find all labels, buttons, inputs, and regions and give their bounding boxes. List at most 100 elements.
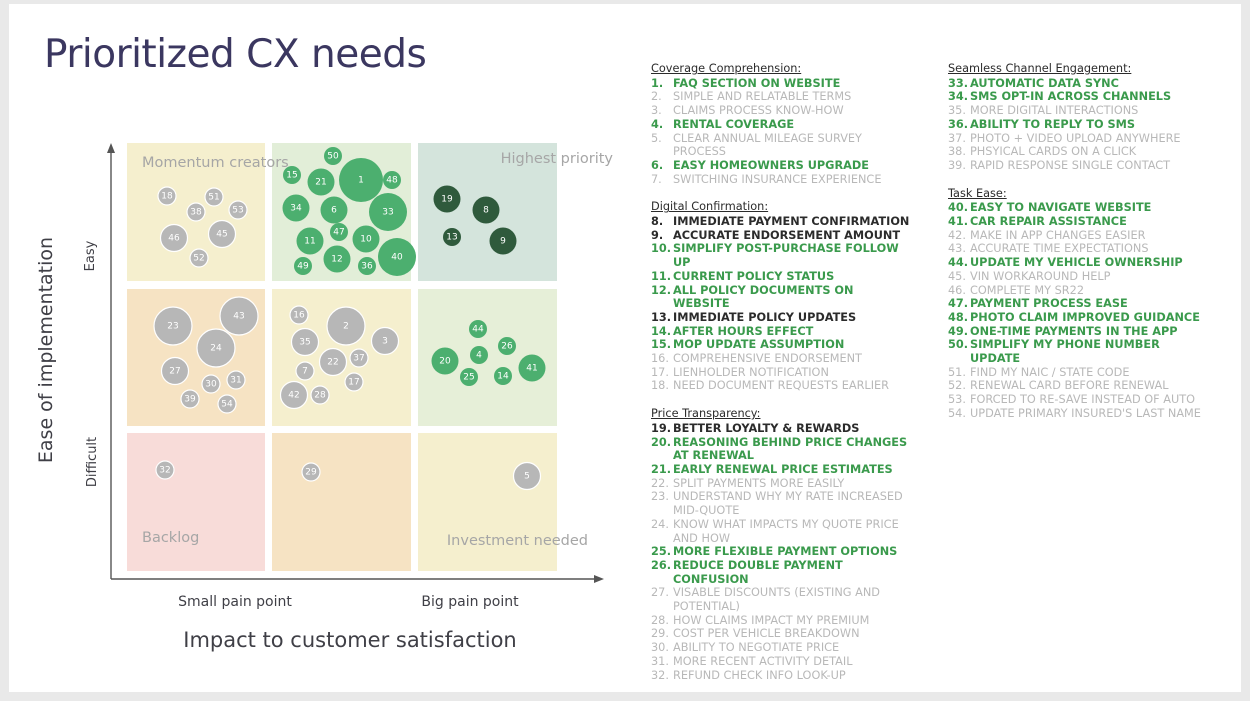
quadrant-label-backlog: Backlog bbox=[142, 530, 199, 546]
need-text: ABILITY TO NEGOTIATE PRICE bbox=[673, 641, 840, 655]
need-item: 17. LIENHOLDER NOTIFICATION bbox=[651, 366, 911, 380]
page-title: Prioritized CX needs bbox=[44, 32, 427, 77]
bubble-circle bbox=[159, 223, 189, 253]
need-text: PHOTO CLAIM IMPROVED GUIDANCE bbox=[970, 310, 1200, 324]
bubble-circle bbox=[207, 219, 237, 249]
bubble-14: 14 bbox=[494, 367, 512, 385]
bubble-label: 23 bbox=[167, 322, 178, 332]
need-item: 50. SIMPLIFY MY PHONE NUMBER UPDATE bbox=[948, 338, 1210, 365]
bubble-circle bbox=[383, 171, 401, 189]
need-number: 22. bbox=[651, 476, 669, 490]
need-item: 13. IMMEDIATE POLICY UPDATES bbox=[651, 311, 911, 325]
x-axis-low-label: Small pain point bbox=[178, 594, 292, 610]
bubble-29: 29 bbox=[301, 462, 321, 482]
need-item: 25. MORE FLEXIBLE PAYMENT OPTIONS bbox=[651, 545, 911, 559]
need-item: 32. REFUND CHECK INFO LOOK-UP bbox=[651, 669, 911, 683]
need-item: 23. UNDERSTAND WHY MY RATE INCREASED MID-… bbox=[651, 490, 911, 517]
bubble-label: 36 bbox=[361, 262, 373, 272]
bubble-37: 37 bbox=[349, 348, 369, 368]
bubble-label: 4 bbox=[476, 351, 482, 361]
need-item: 31. MORE RECENT ACTIVITY DETAIL bbox=[651, 655, 911, 669]
need-number: 28. bbox=[651, 613, 669, 627]
need-item: 21. EARLY RENEWAL PRICE ESTIMATES bbox=[651, 463, 911, 477]
need-item: 36. ABILITY TO REPLY TO SMS bbox=[948, 118, 1210, 132]
bubble-circle bbox=[512, 461, 542, 491]
bubble-circle bbox=[228, 200, 248, 220]
need-text: ACCURATE ENDORSEMENT AMOUNT bbox=[673, 228, 901, 242]
bubble-51: 51 bbox=[204, 187, 224, 207]
bubble-label: 14 bbox=[497, 372, 509, 382]
need-text: MOP UPDATE ASSUMPTION bbox=[673, 338, 845, 352]
bubble-label: 18 bbox=[161, 192, 173, 202]
bubble-label: 39 bbox=[184, 395, 196, 405]
x-axis-title: Impact to customer satisfaction bbox=[183, 628, 516, 652]
bubble-circle bbox=[294, 257, 312, 275]
bubble-1: 1 bbox=[339, 158, 383, 202]
need-number: 38. bbox=[948, 145, 966, 159]
bubble-circle bbox=[320, 196, 348, 224]
need-text: UPDATE MY VEHICLE OWNERSHIP bbox=[970, 256, 1183, 270]
need-number: 53. bbox=[948, 393, 966, 407]
bubble-22: 22 bbox=[318, 347, 348, 377]
bubble-39: 39 bbox=[180, 389, 200, 409]
need-item: 46. COMPLETE MY SR22 bbox=[948, 284, 1210, 298]
bubble-25: 25 bbox=[460, 368, 478, 386]
need-text: MORE RECENT ACTIVITY DETAIL bbox=[673, 654, 853, 668]
bubble-circle bbox=[295, 361, 315, 381]
bubble-19: 19 bbox=[433, 185, 461, 213]
need-text: FORCED TO RE-SAVE INSTEAD OF AUTO bbox=[970, 393, 1196, 407]
need-item: 16. COMPREHENSIVE ENDORSEMENT bbox=[651, 352, 911, 366]
bubble-label: 10 bbox=[360, 235, 372, 245]
bubble-circle bbox=[378, 238, 416, 276]
bubble-label: 52 bbox=[193, 254, 204, 264]
need-item: 11. CURRENT POLICY STATUS bbox=[651, 270, 911, 284]
bubble-label: 51 bbox=[208, 193, 219, 203]
need-text: ONE-TIME PAYMENTS IN THE APP bbox=[970, 324, 1178, 338]
need-item: 47. PAYMENT PROCESS EASE bbox=[948, 297, 1210, 311]
need-text: HOW CLAIMS IMPACT MY PREMIUM bbox=[673, 613, 870, 627]
needs-section: Coverage Comprehension: 1. FAQ SECTION ON … bbox=[651, 62, 911, 186]
need-item: 37. PHOTO + VIDEO UPLOAD ANYWHERE bbox=[948, 132, 1210, 146]
bubble-circle bbox=[470, 346, 488, 364]
bubble-label: 32 bbox=[159, 466, 170, 476]
bubble-label: 54 bbox=[221, 400, 233, 410]
needs-section: Task Ease: 40. EASY TO NAVIGATE WEBSITE 41.… bbox=[948, 187, 1210, 421]
bubble-circle bbox=[153, 306, 193, 346]
bubble-circle bbox=[310, 385, 330, 405]
need-item: 52. RENEWAL CARD BEFORE RENEWAL bbox=[948, 379, 1210, 393]
bubble-circle bbox=[180, 389, 200, 409]
y-axis-arrow-icon bbox=[107, 143, 115, 153]
bubble-circle bbox=[369, 193, 407, 231]
need-number: 44. bbox=[948, 256, 969, 270]
need-item: 10. SIMPLIFY POST-PURCHASE FOLLOW UP bbox=[651, 242, 911, 269]
need-text: CLAIMS PROCESS KNOW-HOW bbox=[673, 104, 844, 118]
bubble-circle bbox=[219, 296, 259, 336]
x-axis-arrow-icon bbox=[594, 575, 604, 583]
bubble-label: 40 bbox=[391, 253, 403, 263]
need-text: NEED DOCUMENT REQUESTS EARLIER bbox=[673, 379, 890, 393]
need-text: CURRENT POLICY STATUS bbox=[673, 269, 835, 283]
need-item: 8. IMMEDIATE PAYMENT CONFIRMATION bbox=[651, 215, 911, 229]
bubble-13: 13 bbox=[443, 228, 461, 246]
need-item: 12. ALL POLICY DOCUMENTS ON WEBSITE bbox=[651, 284, 911, 311]
bubble-circle bbox=[431, 347, 459, 375]
bubble-20: 20 bbox=[431, 347, 459, 375]
need-number: 17. bbox=[651, 365, 669, 379]
bubble-4: 4 bbox=[470, 346, 488, 364]
bubble-circle bbox=[186, 202, 206, 222]
bubble-label: 9 bbox=[500, 237, 506, 247]
bubble-circle bbox=[318, 347, 348, 377]
bubble-circle bbox=[289, 305, 309, 325]
need-number: 41. bbox=[948, 215, 969, 229]
need-text: SIMPLE AND RELATABLE TERMS bbox=[673, 90, 852, 104]
need-number: 52. bbox=[948, 379, 966, 393]
need-item: 38. PHSYICAL CARDS ON A CLICK bbox=[948, 145, 1210, 159]
bubble-circle bbox=[460, 368, 478, 386]
bubble-42: 42 bbox=[279, 380, 309, 410]
need-text: EARLY RENEWAL PRICE ESTIMATES bbox=[673, 462, 893, 476]
bubble-label: 12 bbox=[331, 255, 342, 265]
need-number: 46. bbox=[948, 283, 966, 297]
bubble-circle bbox=[433, 185, 461, 213]
need-number: 33. bbox=[948, 76, 969, 90]
